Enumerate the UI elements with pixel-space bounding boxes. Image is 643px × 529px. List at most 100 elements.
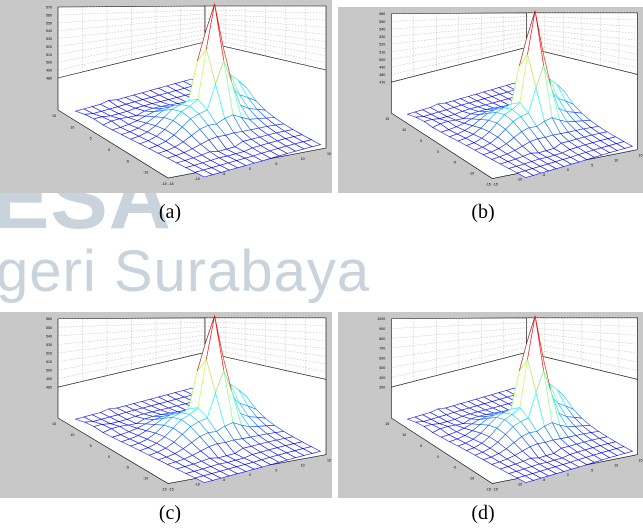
y-tick-label: -10 (517, 483, 522, 487)
x-tick-label: 10 (402, 433, 406, 437)
y-tick-label: -10 (195, 177, 200, 181)
surface-plot-c-canvas: 560550540530520510500490480151050-5-10-1… (46, 314, 331, 492)
z-tick-label: 700 (379, 347, 385, 351)
z-tick-label: 400 (379, 376, 385, 380)
z-tick-label: 550 (46, 21, 52, 25)
y-tick-label: 10 (614, 463, 618, 467)
caption-b: (b) (471, 201, 495, 223)
surface-plot-c: 560 550 540 530 520 510 500 490 480 15 10 5 0 -5 -10 -1… (0, 312, 332, 498)
x-tick-label: -5 (126, 466, 129, 470)
mesh-surface (74, 3, 322, 178)
z-tick-label: 550 (46, 326, 52, 330)
x-tick-label: -5 (453, 466, 456, 470)
x-tick-label: 5 (420, 139, 422, 143)
y-tick-label: -5 (222, 172, 225, 176)
surface-plot-a: 570 560 550 540 530 520 510 500 490 480 15 10 5 0 -5 -1… (0, 0, 332, 193)
y-tick-label: -5 (542, 173, 545, 177)
z-tick-label: 520 (46, 351, 52, 355)
y-tick-label: -15 (493, 488, 498, 492)
y-tick-label: 0 (249, 473, 251, 477)
x-tick-label: 0 (108, 148, 110, 152)
z-tick-label: 500 (46, 369, 52, 373)
x-tick-label: -10 (469, 172, 474, 176)
y-tick-label: 15 (638, 154, 642, 158)
x-tick-label: 0 (108, 455, 110, 459)
y-tick-label: 15 (327, 152, 331, 156)
y-tick-label: 5 (275, 162, 277, 166)
x-tick-label: 15 (52, 422, 56, 426)
mesh-surface (406, 10, 634, 178)
x-tick-label: -5 (126, 159, 129, 163)
x-tick-label: 10 (402, 128, 406, 132)
x-tick-label: 10 (70, 433, 74, 437)
z-tick-label: 510 (46, 53, 52, 57)
y-tick-label: -5 (542, 478, 545, 482)
surface-plot-d: 1000 900 800 700 600 500 400 300 15 10 5 0 -5 -10 -15-… (338, 312, 643, 498)
z-tick-label: 540 (46, 334, 52, 338)
caption-a: (a) (158, 201, 182, 223)
x-tick-label: 15 (385, 117, 389, 121)
y-tick-label: -10 (517, 178, 522, 182)
watermark-text-line2: geri Surabaya (0, 239, 371, 304)
z-tick-label: 600 (379, 356, 385, 360)
surface-plot-b-canvas: 560550540530520510500490480470151050-5-1… (379, 10, 642, 187)
mesh-surface (74, 314, 322, 483)
x-tick-label: 0 (437, 455, 439, 459)
z-tick-label: 490 (46, 377, 52, 381)
y-tick-label: -15 (168, 488, 173, 492)
y-tick-label: -5 (222, 478, 225, 482)
y-tick-label: -10 (195, 483, 200, 487)
surface-plot-b: 560 550 540 530 520 510 500 490 480 470 15 10 5 0 -5 -1… (338, 7, 643, 193)
x-tick-label: -10 (143, 477, 148, 481)
z-tick-label: 560 (46, 317, 52, 321)
z-tick-label: 540 (379, 27, 385, 31)
surface-plot-a-canvas: 570560550540530520510500490480151050-5-1… (46, 3, 331, 186)
z-tick-label: 510 (379, 50, 385, 54)
z-tick-label: 500 (46, 61, 52, 65)
z-tick-label: 530 (46, 37, 52, 41)
z-tick-label: 480 (379, 73, 385, 77)
x-tick-label: 0 (437, 150, 439, 154)
z-tick-label: 540 (46, 29, 52, 33)
z-tick-label: 480 (46, 77, 52, 81)
y-tick-label: 0 (567, 168, 569, 172)
x-tick-label: 5 (90, 444, 92, 448)
x-tick-label: -5 (453, 161, 456, 165)
x-tick-label: -15 (486, 183, 491, 187)
x-tick-label: 15 (52, 114, 56, 118)
x-tick-label: -10 (143, 171, 148, 175)
z-tick-label: 500 (379, 58, 385, 62)
mesh-surface (406, 315, 634, 483)
z-tick-label: 530 (46, 343, 52, 347)
x-tick-label: -15 (161, 488, 166, 492)
z-tick-label: 800 (379, 337, 385, 341)
z-tick-label: 490 (379, 65, 385, 69)
y-tick-label: 10 (614, 158, 618, 162)
caption-c: (c) (158, 502, 182, 524)
x-tick-label: 15 (385, 422, 389, 426)
x-tick-label: 5 (90, 137, 92, 141)
caption-d: (d) (471, 502, 495, 524)
z-tick-label: 490 (46, 69, 52, 73)
z-tick-label: 560 (46, 13, 52, 17)
z-tick-label: 500 (379, 366, 385, 370)
z-tick-label: 1000 (377, 317, 385, 321)
x-tick-label: -10 (469, 477, 474, 481)
y-tick-label: 5 (275, 468, 277, 472)
z-tick-label: 510 (46, 360, 52, 364)
z-tick-label: 560 (379, 12, 385, 16)
y-tick-label: 15 (638, 459, 642, 463)
surface-plot-d-canvas: 1000900800700600500400300151050-5-10-15-… (377, 315, 642, 492)
z-tick-label: 480 (46, 386, 52, 390)
x-tick-label: -15 (161, 182, 166, 186)
y-tick-label: 10 (301, 463, 305, 467)
x-tick-label: 5 (420, 444, 422, 448)
y-tick-label: -15 (493, 183, 498, 187)
y-tick-label: 5 (591, 468, 593, 472)
z-tick-label: 900 (379, 327, 385, 331)
z-tick-label: 550 (379, 20, 385, 24)
y-tick-label: 10 (301, 157, 305, 161)
z-tick-label: 520 (379, 43, 385, 47)
y-tick-label: -15 (168, 182, 173, 186)
x-tick-label: 10 (70, 125, 74, 129)
